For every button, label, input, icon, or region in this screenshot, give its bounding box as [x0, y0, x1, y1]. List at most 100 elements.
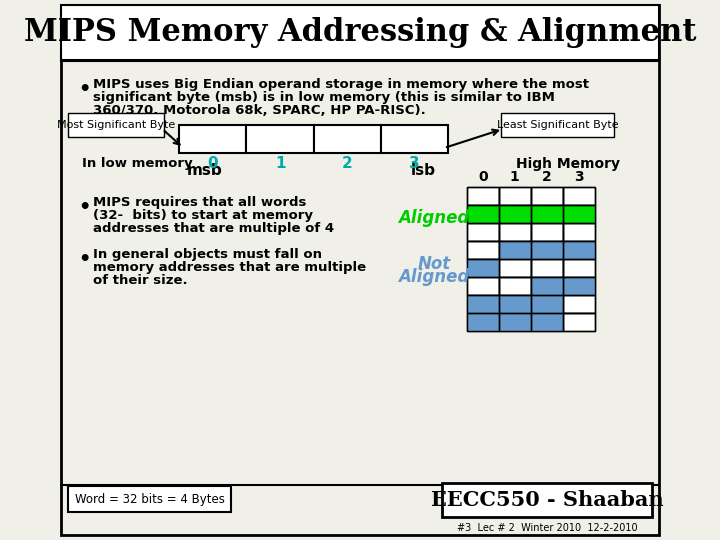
Bar	[467, 295, 499, 313]
Text: 0: 0	[207, 157, 218, 172]
Bar	[531, 223, 562, 241]
Bar	[562, 205, 595, 223]
Text: •: •	[78, 80, 91, 99]
Bar	[467, 223, 499, 241]
Bar	[499, 241, 531, 259]
Bar	[531, 205, 562, 223]
Bar	[467, 259, 499, 277]
Bar	[499, 223, 531, 241]
Bar	[499, 241, 595, 259]
Bar	[499, 277, 531, 295]
Bar	[562, 295, 595, 313]
Bar	[467, 259, 499, 277]
Bar	[499, 205, 531, 223]
Bar	[562, 277, 595, 295]
Text: •: •	[78, 250, 91, 269]
FancyBboxPatch shape	[68, 486, 231, 512]
Bar	[531, 277, 562, 295]
Text: 360/370, Motorola 68k, SPARC, HP PA-RISC).: 360/370, Motorola 68k, SPARC, HP PA-RISC…	[93, 104, 426, 117]
Bar	[467, 205, 595, 223]
Text: 1: 1	[275, 157, 285, 172]
Bar	[314, 125, 381, 153]
Text: In low memory: In low memory	[83, 158, 193, 171]
Bar	[531, 205, 562, 223]
Bar	[499, 205, 531, 223]
Bar	[499, 187, 531, 205]
Text: MIPS Memory Addressing & Alignment: MIPS Memory Addressing & Alignment	[24, 17, 696, 49]
Bar	[499, 295, 531, 313]
Text: In general objects must fall on: In general objects must fall on	[93, 248, 322, 261]
FancyBboxPatch shape	[61, 5, 659, 535]
Bar	[562, 277, 595, 295]
Bar	[562, 313, 595, 331]
Bar	[562, 295, 595, 313]
Bar	[562, 259, 595, 277]
Text: •: •	[78, 198, 91, 217]
Bar	[531, 223, 562, 241]
Text: EECC550 - Shaaban: EECC550 - Shaaban	[431, 490, 664, 510]
Text: 0: 0	[478, 170, 487, 184]
FancyBboxPatch shape	[501, 113, 614, 137]
Text: MIPS uses Big Endian operand storage in memory where the most: MIPS uses Big Endian operand storage in …	[93, 78, 588, 91]
Text: High Memory: High Memory	[516, 157, 620, 171]
Text: 2: 2	[542, 170, 552, 184]
Bar	[467, 259, 499, 277]
FancyBboxPatch shape	[442, 483, 652, 517]
Bar	[531, 313, 562, 331]
Bar	[467, 295, 562, 313]
Bar	[467, 313, 499, 331]
Bar	[467, 187, 499, 205]
Text: Not: Not	[418, 255, 451, 273]
Text: significant byte (msb) is in low memory (this is similar to IBM: significant byte (msb) is in low memory …	[93, 91, 554, 104]
Bar	[562, 187, 595, 205]
Bar	[467, 313, 499, 331]
Bar	[562, 313, 595, 331]
Bar	[467, 241, 499, 259]
Bar	[467, 205, 499, 223]
Bar	[531, 259, 562, 277]
Text: 1: 1	[510, 170, 520, 184]
Bar	[467, 241, 499, 259]
Text: Word = 32 bits = 4 Bytes: Word = 32 bits = 4 Bytes	[75, 492, 225, 505]
Bar	[531, 259, 562, 277]
Text: addresses that are multiple of 4: addresses that are multiple of 4	[93, 222, 333, 235]
Text: 3: 3	[410, 157, 420, 172]
Text: msb: msb	[186, 163, 222, 178]
FancyBboxPatch shape	[68, 113, 164, 137]
Bar	[562, 223, 595, 241]
Text: MIPS requires that all words: MIPS requires that all words	[93, 196, 306, 209]
Bar	[499, 241, 531, 259]
Bar	[531, 295, 562, 313]
Bar	[467, 277, 499, 295]
Text: #3  Lec # 2  Winter 2010  12-2-2010: #3 Lec # 2 Winter 2010 12-2-2010	[457, 523, 638, 533]
Text: (32-  bits) to start at memory: (32- bits) to start at memory	[93, 209, 312, 222]
Bar	[562, 241, 595, 259]
Bar	[562, 259, 595, 277]
Text: 2: 2	[342, 157, 353, 172]
Bar	[467, 223, 499, 241]
Bar	[531, 295, 562, 313]
Bar	[531, 277, 595, 295]
Bar	[246, 125, 314, 153]
Bar	[562, 223, 595, 241]
Bar	[467, 187, 499, 205]
Bar	[467, 313, 562, 331]
Bar	[531, 187, 562, 205]
Bar	[562, 241, 595, 259]
Bar	[499, 295, 531, 313]
Bar	[562, 187, 595, 205]
Bar	[499, 277, 531, 295]
Bar	[499, 187, 531, 205]
Bar	[531, 277, 562, 295]
Bar	[531, 313, 562, 331]
Text: of their size.: of their size.	[93, 274, 187, 287]
Text: Aligned: Aligned	[398, 268, 469, 286]
Bar	[531, 187, 562, 205]
Bar	[61, 5, 659, 60]
Bar	[467, 205, 499, 223]
Bar	[499, 313, 531, 331]
Bar	[499, 259, 531, 277]
Bar	[531, 241, 562, 259]
Bar	[499, 313, 531, 331]
Text: Least Significant Byte: Least Significant Byte	[497, 120, 618, 130]
